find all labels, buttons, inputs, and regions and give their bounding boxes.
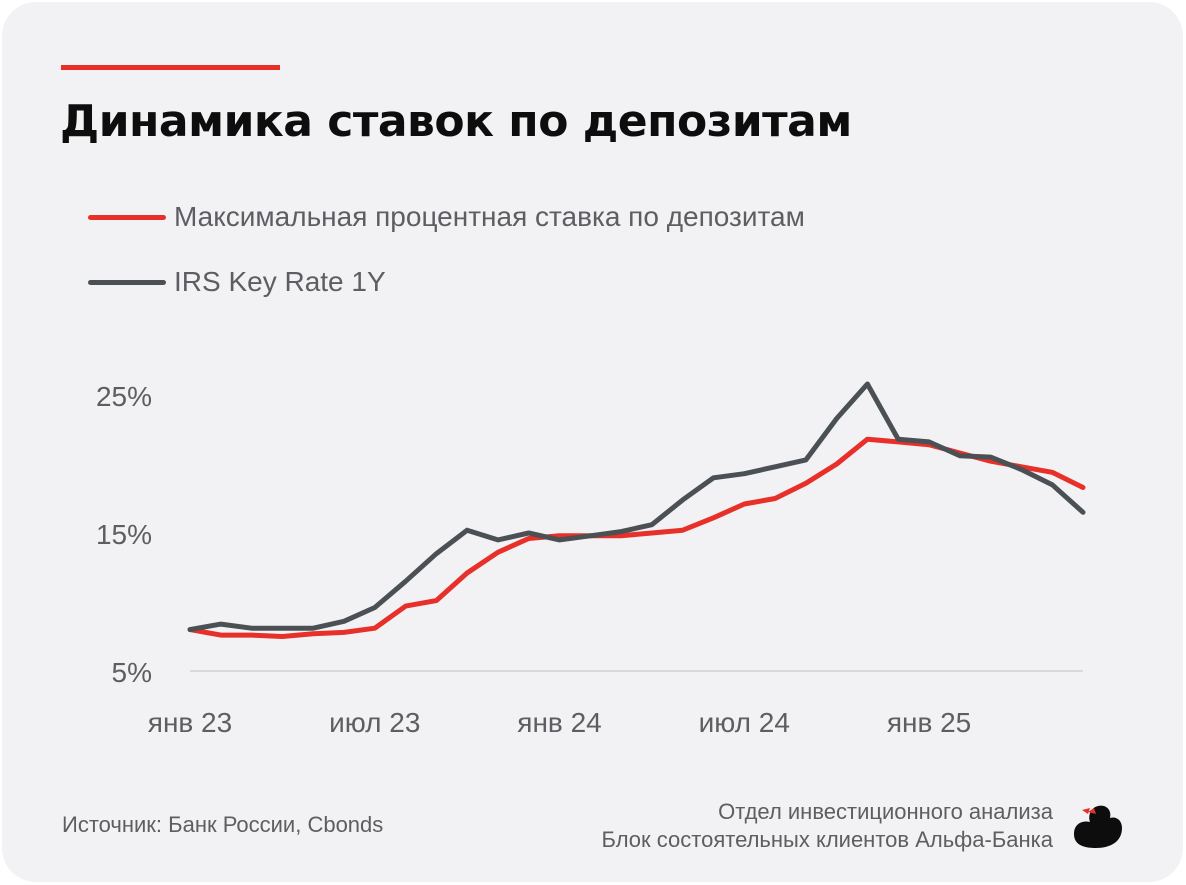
x-tick-label: июл 23 [329,707,420,738]
legend-swatch-irs [88,279,166,285]
legend-item-deposit-rate: Максимальная процентная ставка по депози… [88,197,805,237]
page-title: Динамика ставок по депозитам [60,96,852,147]
series-line-irs [187,381,1086,633]
accent-bar [61,65,280,70]
source-note: Источник: Банк России, Cbonds [62,812,384,837]
x-tick-label: янв 23 [148,707,232,738]
duck-icon [1074,805,1122,848]
y-tick-label: 15% [96,519,152,550]
x-tick-label: июл 24 [699,707,790,738]
legend-item-irs: IRS Key Rate 1Y [88,262,386,302]
x-tick-label: янв 24 [517,707,601,738]
legend-label-irs: IRS Key Rate 1Y [174,266,386,297]
org-credit: Отдел инвестиционного анализа Блок состо… [602,798,1053,854]
legend-label-deposit-rate: Максимальная процентная ставка по депози… [174,201,805,232]
org-line-2: Блок состоятельных клиентов Альфа-Банка [601,827,1053,852]
x-tick-label: янв 25 [887,707,971,738]
y-tick-label: 25% [96,381,152,412]
series-line-deposit-rate [187,436,1086,639]
y-tick-label: 5% [112,657,152,688]
legend-swatch-deposit-rate [88,214,166,220]
org-line-1: Отдел инвестиционного анализа [718,799,1053,824]
